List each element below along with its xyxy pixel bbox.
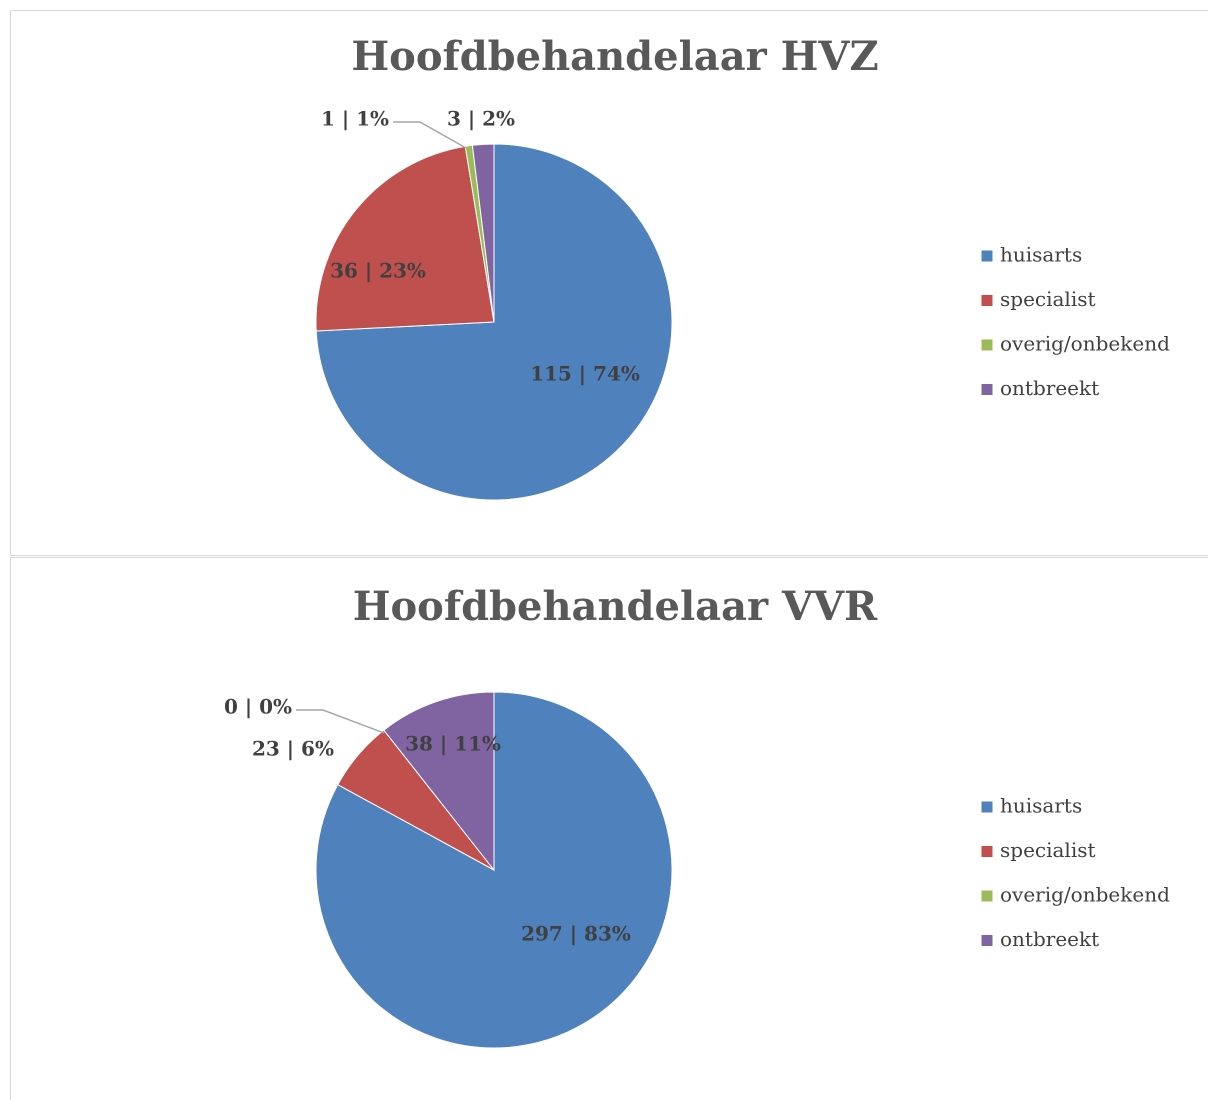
legend-swatch	[980, 249, 994, 263]
pie-slice	[383, 691, 495, 872]
data-label: 38 | 11%	[405, 732, 501, 756]
legend-swatch	[980, 383, 994, 396]
legend-swatch	[980, 889, 994, 903]
chart-title: Hoofdbehandelaar HVZ	[351, 33, 878, 80]
legend-label: overig/onbekend	[1000, 332, 1170, 356]
legend-label: ontbreekt	[1000, 927, 1099, 951]
legend-swatch	[980, 338, 994, 352]
data-label: 1 | 1%	[321, 107, 389, 131]
data-label: 3 | 2%	[447, 107, 515, 131]
legend-swatch	[980, 800, 994, 814]
pie-slice	[315, 691, 673, 1049]
pie-slice	[315, 145, 495, 332]
legend-swatch	[980, 934, 994, 947]
legend-label: specialist	[1000, 287, 1096, 311]
legend-swatch	[980, 294, 994, 307]
legend-swatch	[980, 845, 994, 858]
chart-title: Hoofdbehandelaar VVR	[353, 583, 878, 630]
legend-label: specialist	[1000, 838, 1096, 862]
data-label: 36 | 23%	[330, 259, 426, 283]
legend-label: ontbreekt	[1000, 376, 1099, 400]
legend-label: overig/onbekend	[1000, 883, 1170, 907]
legend-label: huisarts	[1000, 794, 1082, 818]
leader-line	[393, 121, 467, 149]
data-label: 115 | 74%	[530, 362, 640, 386]
leader-line	[296, 709, 385, 734]
data-label: 297 | 83%	[521, 922, 631, 946]
data-label: 0 | 0%	[224, 695, 292, 719]
data-label: 23 | 6%	[252, 737, 334, 761]
pie-slice	[471, 143, 495, 323]
legend-label: huisarts	[1000, 243, 1082, 267]
